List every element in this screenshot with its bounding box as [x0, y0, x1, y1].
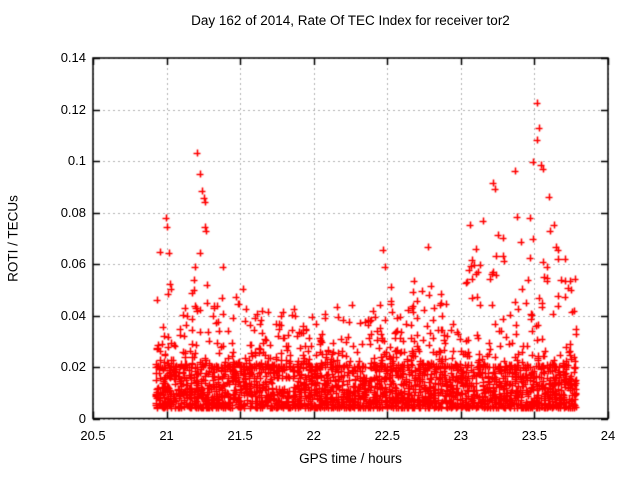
y-axis-label: ROTI / TECUs: [5, 195, 21, 282]
x-tick-label: 21: [159, 428, 174, 443]
x-tick-label: 22.5: [374, 428, 400, 443]
x-tick-label: 23: [453, 428, 469, 443]
x-tick-label: 22: [306, 428, 321, 443]
y-tick-label: 0.08: [60, 204, 86, 220]
x-tick-label: 21.5: [227, 428, 253, 443]
y-tick-label: 0.06: [60, 256, 86, 271]
x-tick-label: 20.5: [80, 428, 106, 443]
chart-title: Day 162 of 2014, Rate Of TEC Index for r…: [191, 13, 510, 28]
y-tick-label: 0.02: [60, 359, 86, 374]
y-tick-label: 0.12: [60, 101, 86, 117]
y-tick-label: 0: [78, 410, 86, 426]
y-tick-label: 0.14: [60, 50, 86, 65]
y-tick-label: 0.1: [67, 153, 86, 168]
x-tick-label: 23.5: [521, 428, 548, 443]
x-axis-label: GPS time / hours: [299, 451, 402, 466]
x-tick-label: 24: [600, 428, 616, 443]
y-tick-label: 0.04: [60, 307, 86, 323]
